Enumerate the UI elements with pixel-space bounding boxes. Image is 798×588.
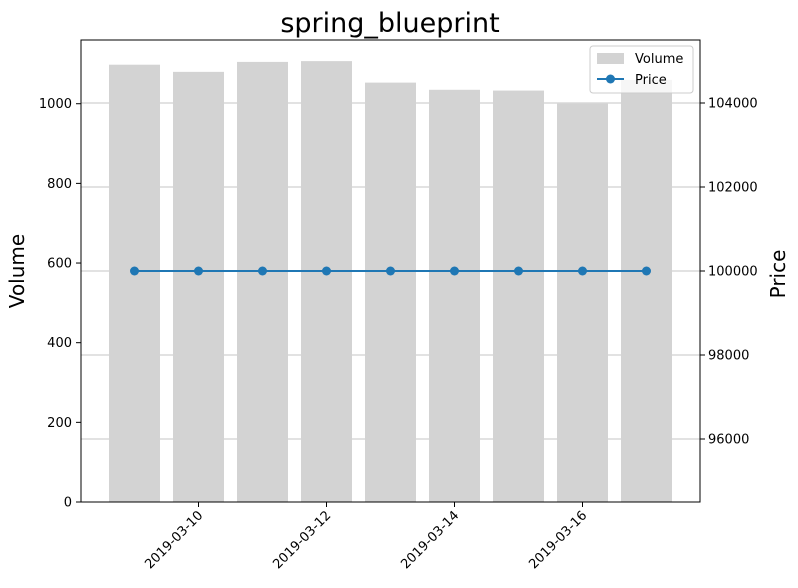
volume-bar [173,71,224,503]
x-tick-label: 2019-03-12 [270,508,334,572]
volume-bar [109,64,160,502]
y-tick-label: 800 [47,177,72,192]
y2-tick-label: 100000 [708,265,758,280]
volume-bar [429,89,480,502]
legend-swatch-volume [597,53,624,64]
volume-bar [621,79,672,503]
price-point [322,266,331,276]
y2-tick-label: 98000 [708,349,749,364]
y-axis-label: Volume [5,234,29,308]
y2-tick-label: 104000 [708,97,758,112]
x-tick-label: 2019-03-16 [526,508,590,572]
y2-tick-label: 96000 [708,433,749,448]
y-tick-label: 1000 [39,97,72,112]
price-point [258,266,267,276]
price-point [642,266,651,276]
volume-bar [237,61,288,502]
x-tick-label: 2019-03-10 [142,508,206,572]
y2-axis-label: Price [766,250,790,299]
bar-layer [109,61,672,503]
legend: Volume Price [589,45,694,94]
price-point [514,266,523,276]
price-point [130,266,139,276]
volume-bar [301,61,352,503]
price-point [450,266,459,276]
legend-marker-price [606,74,615,84]
price-point [194,266,203,276]
line-layer [130,266,651,276]
price-point [386,266,395,276]
legend-label-volume: Volume [635,52,683,67]
y2-tick-label: 102000 [708,181,758,196]
chart-title: spring_blueprint [280,8,499,39]
volume-bar [365,82,416,503]
volume-bar [557,103,608,503]
x-tick-label: 2019-03-14 [398,508,462,572]
y-tick-label: 0 [64,496,72,511]
y-tick-label: 200 [47,416,72,431]
legend-label-price: Price [635,73,667,88]
price-point [578,266,587,276]
y-tick-label: 600 [47,257,72,272]
volume-bar [493,90,544,503]
y-tick-label: 400 [47,336,72,351]
